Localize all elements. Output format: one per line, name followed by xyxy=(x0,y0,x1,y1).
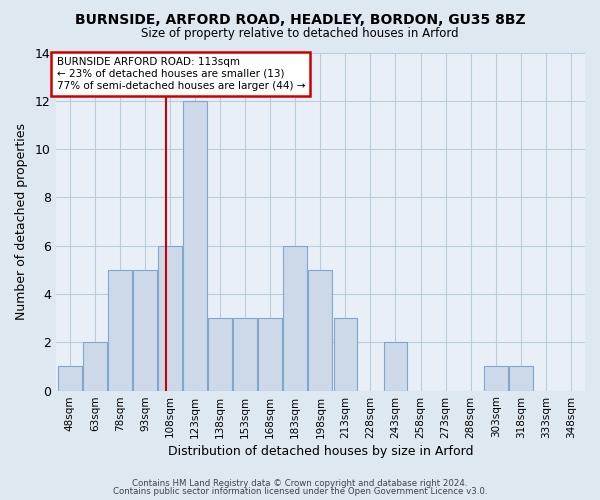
Text: Size of property relative to detached houses in Arford: Size of property relative to detached ho… xyxy=(141,28,459,40)
Text: BURNSIDE ARFORD ROAD: 113sqm
← 23% of detached houses are smaller (13)
77% of se: BURNSIDE ARFORD ROAD: 113sqm ← 23% of de… xyxy=(56,58,305,90)
Bar xyxy=(133,270,157,390)
Text: Contains HM Land Registry data © Crown copyright and database right 2024.: Contains HM Land Registry data © Crown c… xyxy=(132,478,468,488)
Bar xyxy=(383,342,407,390)
Bar xyxy=(334,318,357,390)
Bar xyxy=(58,366,82,390)
Bar xyxy=(233,318,257,390)
Bar xyxy=(208,318,232,390)
Bar xyxy=(83,342,107,390)
Bar xyxy=(183,101,207,390)
Bar xyxy=(259,318,282,390)
Text: BURNSIDE, ARFORD ROAD, HEADLEY, BORDON, GU35 8BZ: BURNSIDE, ARFORD ROAD, HEADLEY, BORDON, … xyxy=(74,12,526,26)
Y-axis label: Number of detached properties: Number of detached properties xyxy=(15,123,28,320)
Bar xyxy=(308,270,332,390)
Bar xyxy=(509,366,533,390)
Bar xyxy=(283,246,307,390)
X-axis label: Distribution of detached houses by size in Arford: Distribution of detached houses by size … xyxy=(167,444,473,458)
Bar xyxy=(108,270,132,390)
Text: Contains public sector information licensed under the Open Government Licence v3: Contains public sector information licen… xyxy=(113,487,487,496)
Bar xyxy=(484,366,508,390)
Bar xyxy=(158,246,182,390)
